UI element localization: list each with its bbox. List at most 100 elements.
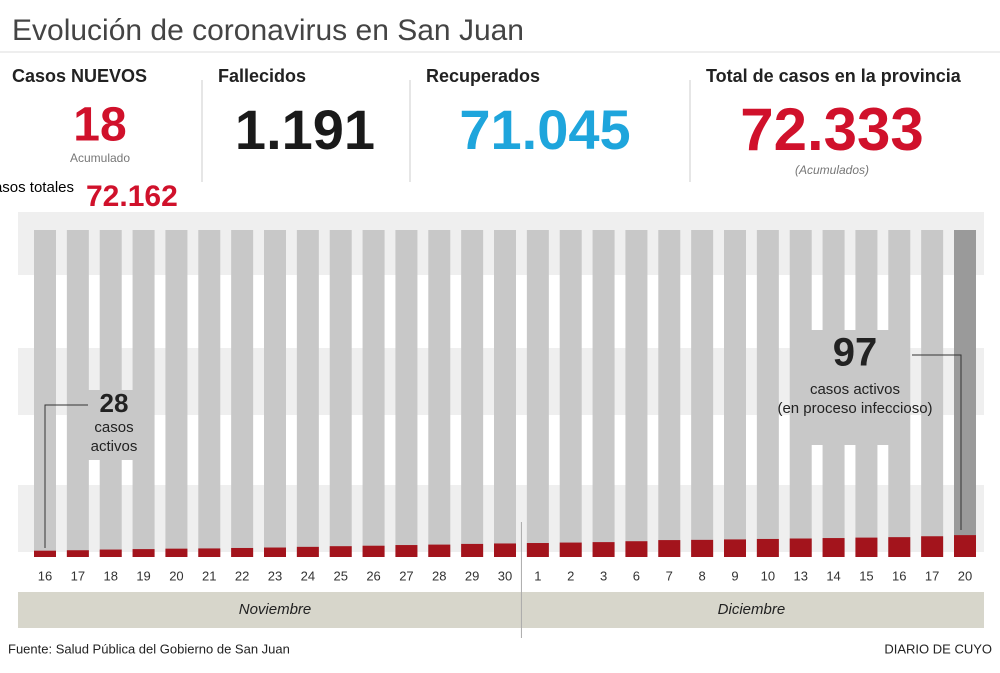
x-tick-label: 7	[666, 568, 673, 583]
annotation-text: casos activos (en proceso infeccioso)	[777, 381, 932, 417]
title: Evolución de coronavirus en San Juan	[12, 14, 524, 47]
total-bar	[691, 230, 714, 557]
total-bar	[428, 230, 451, 557]
annotation-value: 28	[100, 388, 129, 418]
line: (en proceso infeccioso)	[777, 400, 932, 417]
x-tick-label: 13	[793, 568, 807, 583]
total-bar	[494, 230, 516, 557]
x-tick-label: 19	[136, 568, 150, 583]
x-tick-label: 1	[534, 568, 541, 583]
stat-label: Casos NUEVOS	[12, 66, 147, 86]
total-bar	[658, 230, 681, 557]
total-bar	[34, 230, 56, 557]
x-tick-label: 30	[498, 568, 512, 583]
active-bar	[461, 543, 484, 557]
x-tick-label: 3	[600, 568, 607, 583]
active-bar	[691, 539, 714, 557]
total-bar	[756, 230, 779, 557]
stat-value: 72.333	[740, 96, 924, 163]
active-bar	[526, 543, 549, 557]
stat-label: Recuperados	[426, 66, 540, 86]
note-bg	[790, 330, 910, 445]
active-bar	[855, 537, 878, 557]
active-bar	[165, 548, 188, 557]
total-bar	[559, 230, 582, 557]
x-tick-label: 20	[169, 568, 183, 583]
active-bar	[756, 538, 779, 557]
x-tick-label: 16	[892, 568, 906, 583]
active-bar	[362, 545, 385, 557]
active-bar	[789, 538, 812, 557]
month-label: Diciembre	[718, 601, 786, 618]
active-bar	[231, 547, 254, 557]
x-tick-label: 16	[38, 568, 52, 583]
total-bar	[724, 230, 746, 557]
line: casos	[94, 419, 133, 436]
total-bar	[954, 230, 976, 557]
stat-label: Fallecidos	[218, 66, 306, 86]
note-bg	[88, 390, 144, 460]
total-bar	[165, 230, 188, 557]
total-bar	[625, 230, 648, 557]
month-band	[18, 592, 984, 628]
stat-value: 71.045	[459, 98, 630, 161]
active-bar	[329, 546, 352, 557]
source: Fuente: Salud Pública del Gobierno de Sa…	[8, 641, 290, 656]
active-bar	[724, 539, 746, 557]
stat-note: Acumulado	[70, 151, 130, 165]
active-bar	[822, 538, 845, 557]
totals-value: 72.162	[86, 180, 178, 213]
active-bar	[34, 550, 56, 557]
stat-label: Total de casos en la provincia	[706, 66, 962, 86]
total-bar	[461, 230, 484, 557]
active-bar	[132, 549, 155, 557]
x-tick-label: 10	[761, 568, 775, 583]
x-tick-label: 6	[633, 568, 640, 583]
total-bar	[264, 230, 286, 557]
x-tick-label: 18	[103, 568, 117, 583]
total-bar	[329, 230, 352, 557]
active-bar	[99, 549, 122, 557]
annotation-value: 97	[833, 331, 878, 375]
stat-note: (Acumulados)	[795, 163, 869, 177]
x-tick-label: 21	[202, 568, 216, 583]
line: activos	[91, 438, 138, 455]
total-bar	[395, 230, 418, 557]
totals-label: Casos totales	[0, 179, 74, 196]
total-bar	[592, 230, 615, 557]
x-tick-label: 17	[71, 568, 85, 583]
total-bar	[198, 230, 221, 557]
x-tick-label: 26	[366, 568, 380, 583]
active-bar	[888, 537, 911, 557]
stat-value: 1.191	[235, 98, 375, 161]
x-tick-label: 20	[958, 568, 972, 583]
x-tick-label: 14	[826, 568, 840, 583]
annotation-text: casos activos	[91, 419, 138, 455]
total-bar	[526, 230, 549, 557]
line: casos activos	[810, 381, 900, 398]
active-bar	[198, 548, 221, 557]
x-tick-label: 24	[301, 568, 315, 583]
x-tick-label: 25	[333, 568, 347, 583]
x-tick-label: 22	[235, 568, 249, 583]
active-bar	[66, 550, 89, 557]
total-bar	[296, 230, 319, 557]
active-bar	[428, 544, 451, 557]
leader	[44, 404, 92, 548]
stat-value: 18	[73, 99, 126, 152]
x-tick-label: 15	[859, 568, 873, 583]
active-bar	[559, 542, 582, 557]
x-tick-label: 2	[567, 568, 574, 583]
active-bar	[954, 535, 976, 557]
active-bar	[296, 546, 319, 557]
total-bar	[362, 230, 385, 557]
active-bar	[625, 541, 648, 557]
x-tick-label: 8	[699, 568, 706, 583]
active-bar	[264, 547, 286, 557]
active-bar	[395, 545, 418, 557]
active-bar	[921, 536, 944, 557]
x-tick-label: 28	[432, 568, 446, 583]
x-tick-label: 9	[731, 568, 738, 583]
